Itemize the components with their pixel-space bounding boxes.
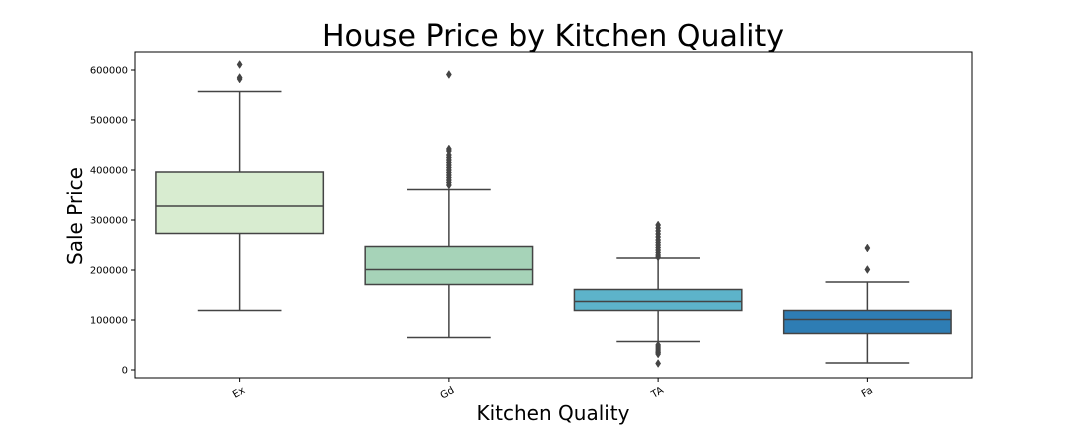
y-tick-label: 100000 (90, 316, 128, 327)
y-tick-label: 500000 (90, 116, 128, 127)
outlier-point-fa (864, 243, 871, 253)
box-ta (573, 288, 743, 312)
x-tick-label-gd: Gd (439, 385, 457, 402)
x-axis-label: Kitchen Quality (477, 401, 630, 425)
x-tick-label-ex: Ex (231, 385, 247, 401)
outlier-point-ex (236, 74, 243, 84)
outlier-point-gd (445, 70, 452, 79)
outlier-point-fa (864, 265, 871, 274)
outlier-point-gd (445, 180, 452, 190)
y-tick-label: 200000 (90, 266, 128, 277)
x-tick-label-ta: TA (649, 385, 666, 401)
y-tick-label: 600000 (90, 66, 128, 77)
y-tick-label: 300000 (90, 216, 128, 227)
y-tick-label: 0 (122, 366, 128, 377)
outlier-point-ta (655, 349, 662, 359)
x-tick-label-fa: Fa (860, 385, 875, 400)
box-gd (364, 245, 534, 286)
outlier-point-ta (655, 359, 662, 368)
box-fa (782, 309, 952, 335)
chart-title: House Price by Kitchen Quality (322, 19, 784, 54)
y-axis-label: Sale Price (63, 167, 87, 265)
outlier-point-ex (236, 60, 243, 69)
plot-frame (134, 51, 973, 379)
plot-area: 0 100000 200000 300000 400000 500000 600000 Ex G… (90, 60, 952, 402)
y-tick-label: 400000 (90, 166, 128, 177)
outlier-point-ta (655, 252, 662, 262)
box-ex (155, 171, 325, 235)
